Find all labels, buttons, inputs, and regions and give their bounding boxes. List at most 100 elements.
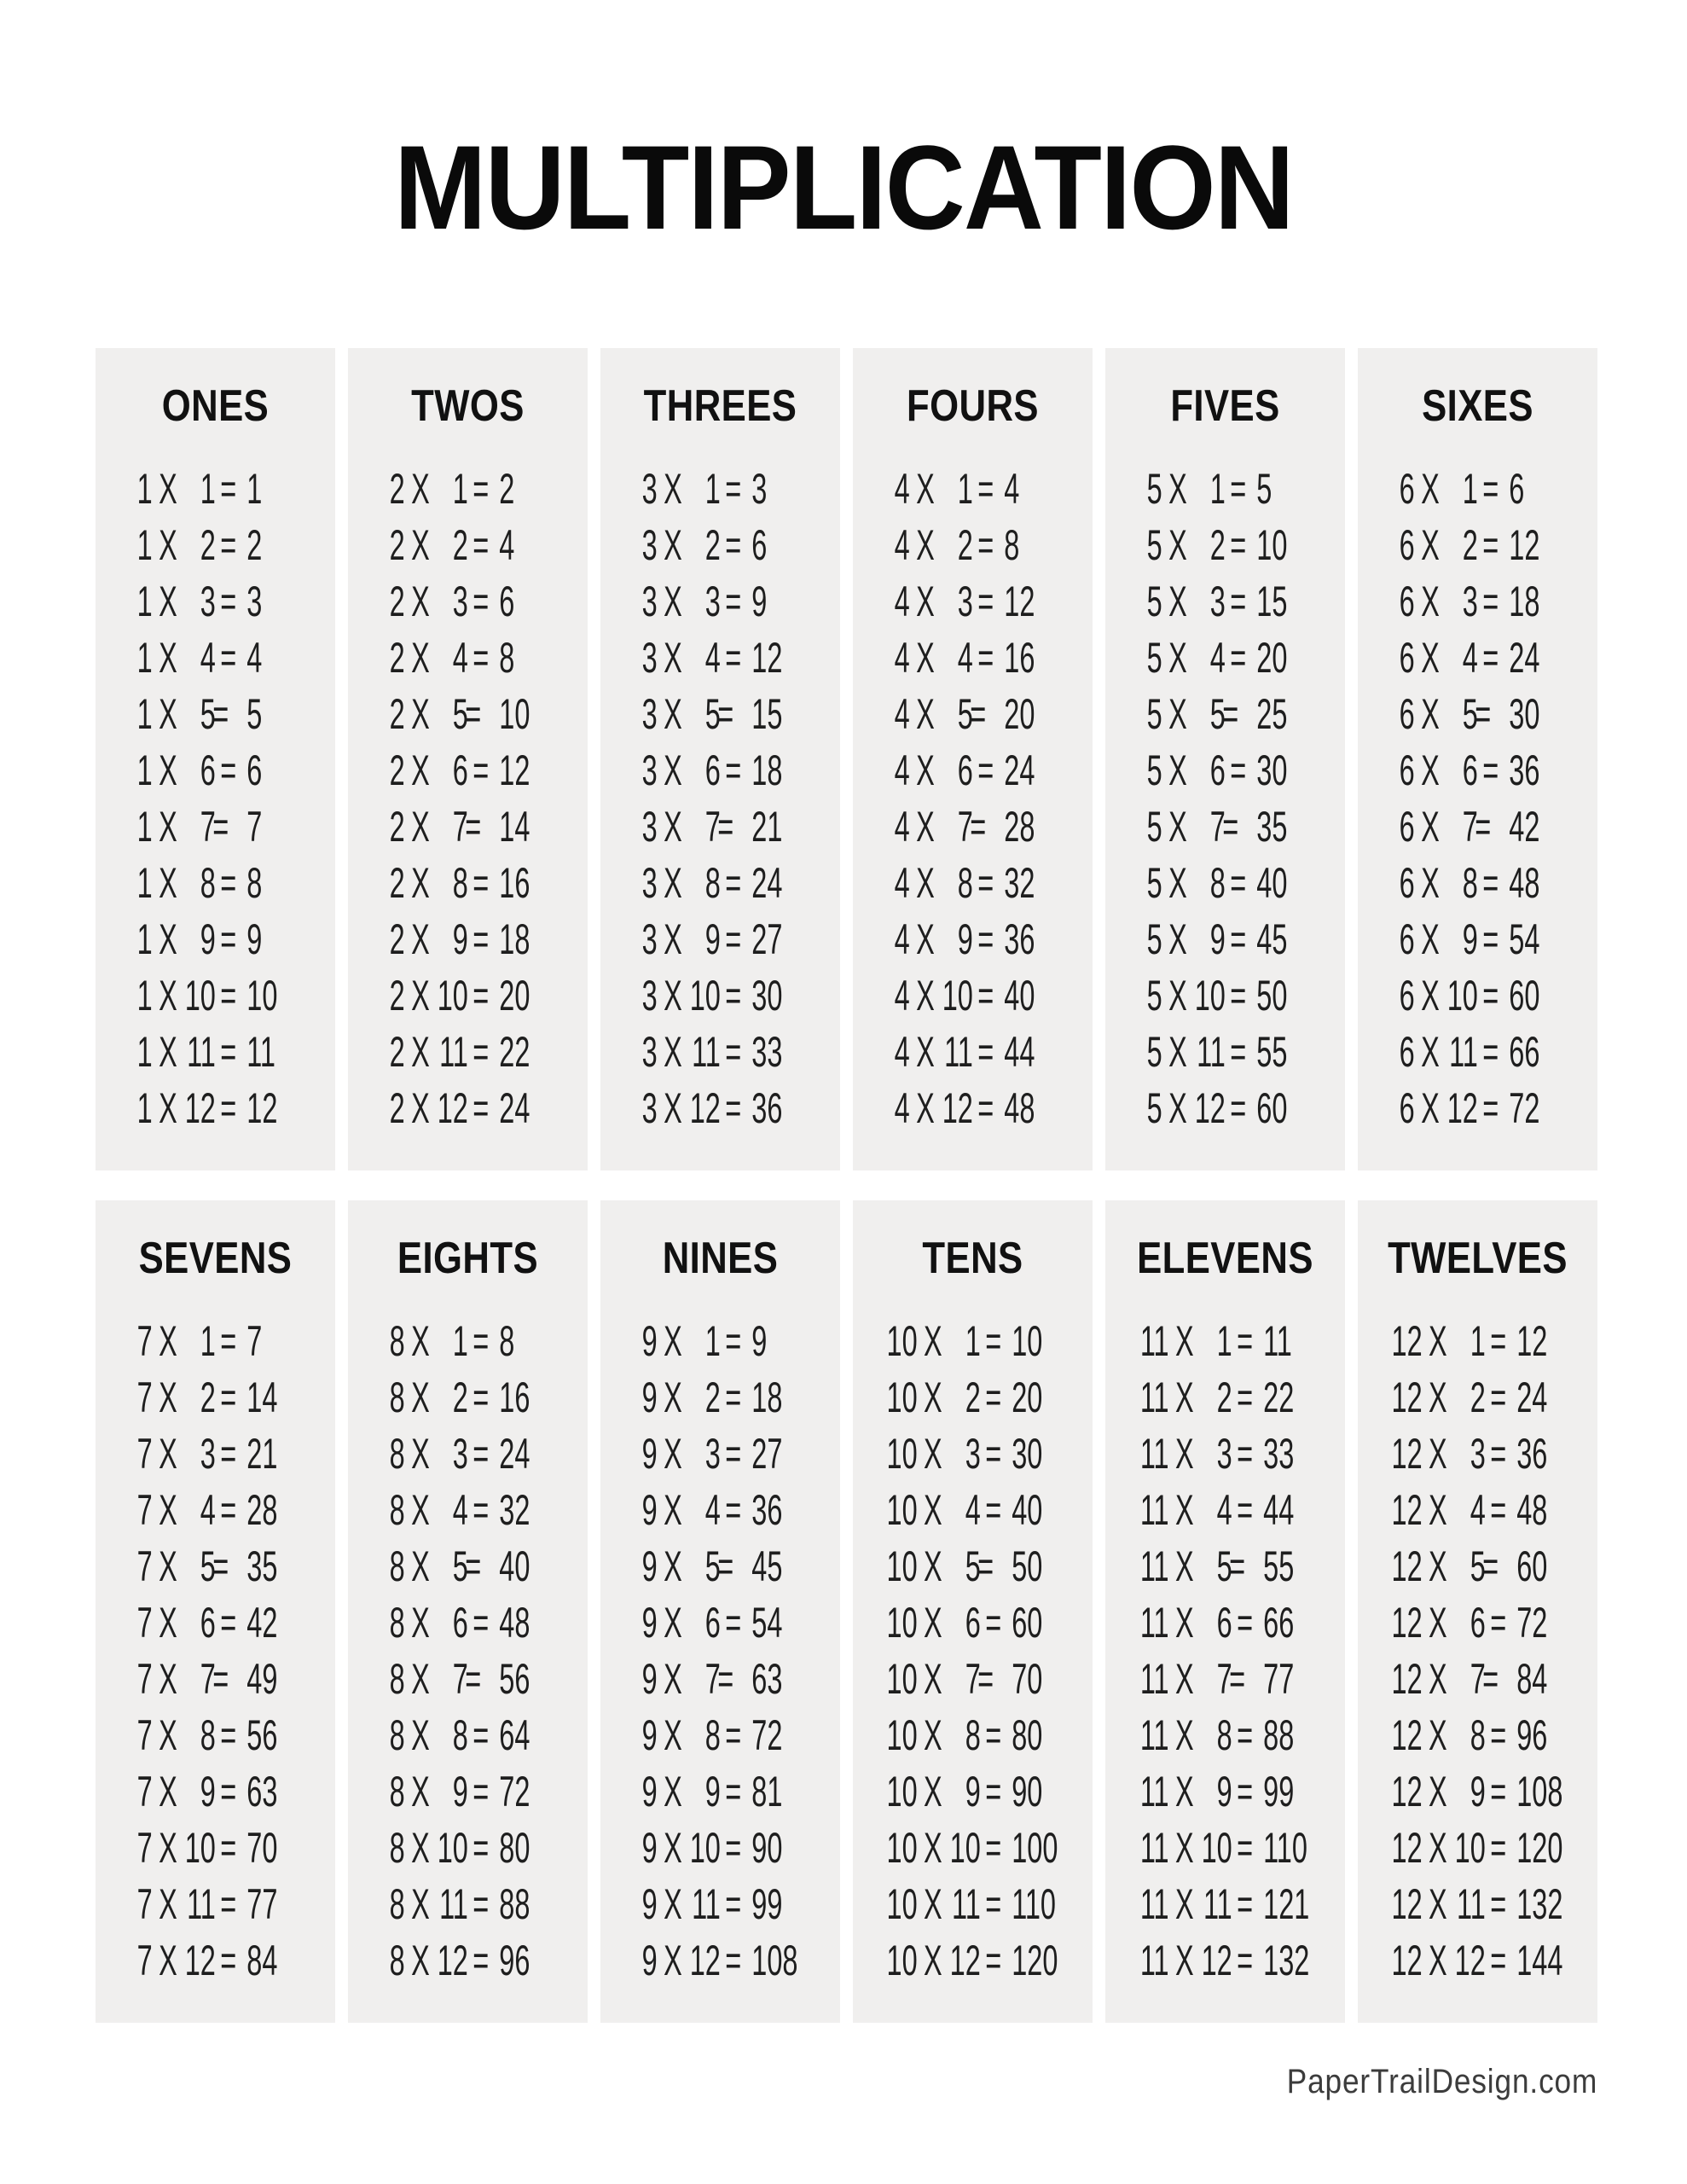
equals-sign: = xyxy=(1489,1711,1506,1759)
product: 10 xyxy=(1011,1317,1043,1365)
product: 4 xyxy=(246,634,262,682)
fact-row: 2 X 5 = 10 xyxy=(389,686,546,742)
fact-row: 4 X 6 = 24 xyxy=(894,742,1051,799)
multiplier: 3 xyxy=(1462,578,1478,625)
multiplier: 1 xyxy=(1462,465,1478,513)
times-sign: X xyxy=(158,1028,177,1076)
multiplicand: 12 xyxy=(1391,1768,1423,1815)
multiplicand: 4 xyxy=(894,803,910,851)
multiplier: 1 xyxy=(1216,1317,1232,1365)
times-sign: X xyxy=(1428,1880,1447,1928)
multiplicand: 12 xyxy=(1391,1824,1423,1872)
multiplier: 4 xyxy=(965,1486,981,1534)
multiplier: 4 xyxy=(452,1486,468,1534)
equals-sign: = xyxy=(1481,578,1499,625)
times-sign: X xyxy=(1168,1084,1187,1132)
equals-sign: = xyxy=(1489,1374,1506,1421)
fact-row: 12 X 12 = 144 xyxy=(1391,1932,1564,1989)
equals-sign: = xyxy=(984,1486,1001,1534)
fact-row: 11 X 12 = 132 xyxy=(1139,1932,1310,1989)
product: 12 xyxy=(1003,578,1035,625)
product: 48 xyxy=(1516,1486,1548,1534)
multiplicand: 8 xyxy=(389,1486,405,1534)
equals-sign: = xyxy=(724,746,741,794)
equals-sign: = xyxy=(724,1317,741,1365)
multiplicand: 12 xyxy=(1391,1937,1423,1984)
multiplicand: 6 xyxy=(1399,465,1415,513)
table-panel-fours: FOURS 4 X 1 = 4 4 X 2 = 8 4 X 3 = 12 4 X 4 = 16 4 X 5 = 20 4 X 6 = 24… xyxy=(853,348,1093,1170)
fact-row: 6 X 8 = 48 xyxy=(1399,855,1556,911)
equals-sign: = xyxy=(219,746,236,794)
product: 36 xyxy=(751,1084,782,1132)
product: 6 xyxy=(498,578,514,625)
table-heading: NINES xyxy=(662,1234,779,1283)
product: 60 xyxy=(1255,1084,1287,1132)
times-sign: X xyxy=(1168,690,1187,738)
multiplier: 12 xyxy=(437,1084,468,1132)
fact-row: 3 X 7 = 21 xyxy=(641,799,798,855)
equals-sign: = xyxy=(977,1655,994,1703)
equals-sign: = xyxy=(219,1599,236,1647)
times-sign: X xyxy=(923,1486,942,1534)
multiplicand: 9 xyxy=(641,1599,658,1647)
fact-row: 8 X 5 = 40 xyxy=(389,1538,546,1594)
table-panel-nines: NINES 9 X 1 = 9 9 X 2 = 18 9 X 3 = 27 9 X 4 = 36 9 X 5 = 45 9 X 6 = 5… xyxy=(600,1200,840,2023)
multiplicand: 5 xyxy=(1146,634,1162,682)
fact-row: 1 X 11 = 11 xyxy=(136,1024,293,1080)
multiplier: 8 xyxy=(200,859,216,907)
times-sign: X xyxy=(158,803,177,851)
multiplicand: 1 xyxy=(136,578,153,625)
fact-row: 12 X 1 = 12 xyxy=(1391,1313,1564,1369)
equals-sign: = xyxy=(219,1486,236,1534)
product: 99 xyxy=(751,1880,782,1928)
multiplicand: 2 xyxy=(389,915,405,963)
facts-block: 5 X 1 = 5 5 X 2 = 10 5 X 3 = 15 5 X 4 = 20 5 X 5 = 25 5 X 6 = 30 5 X 7 = 3… xyxy=(1105,461,1345,1136)
multiplicand: 8 xyxy=(389,1711,405,1759)
multiplicand: 8 xyxy=(389,1374,405,1421)
fact-row: 2 X 3 = 6 xyxy=(389,573,546,630)
product: 14 xyxy=(246,1374,277,1421)
product: 15 xyxy=(751,690,782,738)
multiplicand: 3 xyxy=(641,915,658,963)
multiplier: 8 xyxy=(200,1711,216,1759)
multiplicand: 3 xyxy=(641,859,658,907)
times-sign: X xyxy=(1420,746,1440,794)
equals-sign: = xyxy=(219,1768,236,1815)
multiplier: 2 xyxy=(1216,1374,1232,1421)
multiplicand: 3 xyxy=(641,521,658,569)
multiplier: 7 xyxy=(965,1655,981,1703)
times-sign: X xyxy=(915,746,935,794)
times-sign: X xyxy=(158,1711,177,1759)
times-sign: X xyxy=(158,972,177,1019)
equals-sign: = xyxy=(977,972,994,1019)
equals-sign: = xyxy=(472,1430,489,1478)
equals-sign: = xyxy=(472,1599,489,1647)
product: 18 xyxy=(751,746,782,794)
multiplicand: 6 xyxy=(1399,1084,1415,1132)
multiplicand: 4 xyxy=(894,634,910,682)
equals-sign: = xyxy=(1229,634,1246,682)
fact-row: 1 X 12 = 12 xyxy=(136,1080,293,1136)
product: 32 xyxy=(1003,859,1035,907)
product: 20 xyxy=(1011,1374,1043,1421)
fact-row: 11 X 1 = 11 xyxy=(1139,1313,1310,1369)
multiplier: 10 xyxy=(1194,972,1226,1019)
times-sign: X xyxy=(663,746,682,794)
times-sign: X xyxy=(158,1542,177,1590)
fact-row: 3 X 3 = 9 xyxy=(641,573,798,630)
multiplicand: 2 xyxy=(389,521,405,569)
multiplier: 5 xyxy=(200,1542,216,1590)
multiplier: 8 xyxy=(965,1711,981,1759)
fact-row: 2 X 9 = 18 xyxy=(389,911,546,967)
equals-sign: = xyxy=(724,859,741,907)
multiplier: 2 xyxy=(704,1374,721,1421)
product: 11 xyxy=(1262,1317,1292,1365)
equals-sign: = xyxy=(977,859,994,907)
multiplier: 10 xyxy=(1446,972,1478,1019)
multiplier: 5 xyxy=(1470,1542,1486,1590)
equals-sign: = xyxy=(472,634,489,682)
multiplier: 6 xyxy=(1462,746,1478,794)
multiplier: 1 xyxy=(704,465,721,513)
equals-sign: = xyxy=(984,1937,1001,1984)
fact-row: 11 X 9 = 99 xyxy=(1139,1763,1310,1820)
